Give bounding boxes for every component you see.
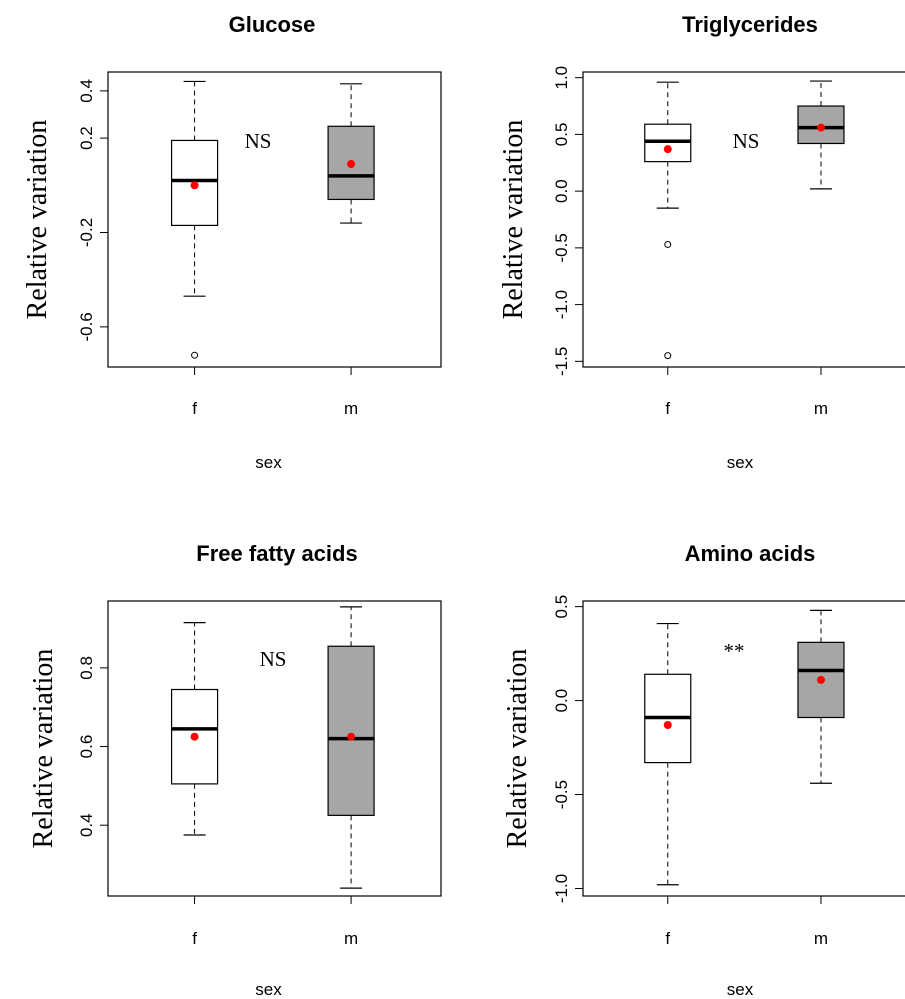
chart-title: Triglycerides (682, 12, 818, 37)
mean-point (347, 160, 356, 169)
box-m (797, 609, 845, 784)
y-tick-label: 0.4 (77, 79, 96, 103)
x-tick-label: f (665, 929, 670, 948)
box-f (170, 80, 219, 359)
significance-annotation: NS (245, 129, 272, 153)
x-tick-label: m (814, 929, 828, 948)
y-tick-label: 1.0 (552, 66, 571, 90)
chart-panel-2: Triglycerides -1.5 -1.0 -0.5 0.0 0.5 1.0 Relati… (498, 12, 905, 472)
y-axis-label: Relative variation (498, 120, 529, 320)
significance-annotation: ** (724, 639, 745, 663)
significance-annotation: NS (260, 647, 287, 671)
plot-frame (107, 71, 442, 368)
mean-point (663, 721, 672, 730)
plot-frame (107, 600, 442, 897)
x-tick-label: f (192, 929, 197, 948)
y-tick-label: 0.2 (77, 126, 96, 150)
mean-point (347, 732, 356, 741)
y-tick-label: 0.5 (552, 123, 571, 147)
box-m (327, 606, 375, 889)
y-tick-label: 0.8 (77, 656, 96, 680)
x-axis-label: sex (727, 453, 754, 472)
y-tick-label: -0.5 (552, 780, 571, 809)
chart-title: Amino acids (685, 541, 816, 566)
y-tick-label: 0.0 (552, 179, 571, 203)
box-m (797, 80, 845, 190)
outlier-point (664, 240, 672, 248)
chart-title: Glucose (229, 12, 316, 37)
x-axis-label: sex (255, 980, 282, 999)
box-f (644, 81, 692, 360)
chart-panel-3: Free fatty acids 0.4 0.6 0.8 Relative variat… (28, 541, 442, 999)
y-tick-label: -0.2 (77, 218, 96, 247)
chart-title: Free fatty acids (196, 541, 357, 566)
y-tick-label: -1.0 (552, 290, 571, 319)
outlier-point (664, 352, 672, 360)
y-tick-label: -0.6 (77, 312, 96, 341)
y-tick-label: 0.5 (552, 595, 571, 619)
mean-point (663, 145, 672, 154)
chart-panel-1: Glucose -0.6 -0.2 0.2 0.4 Relative variation f… (22, 12, 442, 472)
mean-point (190, 181, 199, 190)
y-tick-label: 0.0 (552, 689, 571, 713)
box-m (327, 83, 375, 224)
x-tick-label: m (814, 399, 828, 418)
chart-panel-4: Amino acids -1.0 -0.5 0.0 0.5 Relative variat… (502, 541, 905, 999)
box-f (644, 622, 692, 886)
y-tick-label: 0.4 (77, 813, 96, 837)
mean-point (190, 732, 199, 741)
y-tick-label: 0.6 (77, 735, 96, 759)
y-axis-label: Relative variation (22, 120, 53, 320)
outlier-point (191, 351, 199, 359)
mean-point (816, 675, 825, 684)
box-f (170, 622, 219, 836)
significance-annotation: NS (733, 129, 760, 153)
x-axis-label: sex (255, 453, 282, 472)
y-tick-label: -1.5 (552, 347, 571, 376)
x-tick-label: m (344, 399, 358, 418)
y-axis-label: Relative variation (502, 649, 533, 849)
y-tick-label: -0.5 (552, 233, 571, 262)
y-axis-label: Relative variation (28, 649, 59, 849)
x-axis-label: sex (727, 980, 754, 999)
mean-point (816, 123, 825, 132)
x-tick-label: f (192, 399, 197, 418)
box-body (327, 645, 375, 816)
x-tick-label: m (344, 929, 358, 948)
x-tick-label: f (665, 399, 670, 418)
y-tick-label: -1.0 (552, 874, 571, 903)
plot-frame (582, 600, 905, 897)
plot-frame (582, 71, 905, 368)
